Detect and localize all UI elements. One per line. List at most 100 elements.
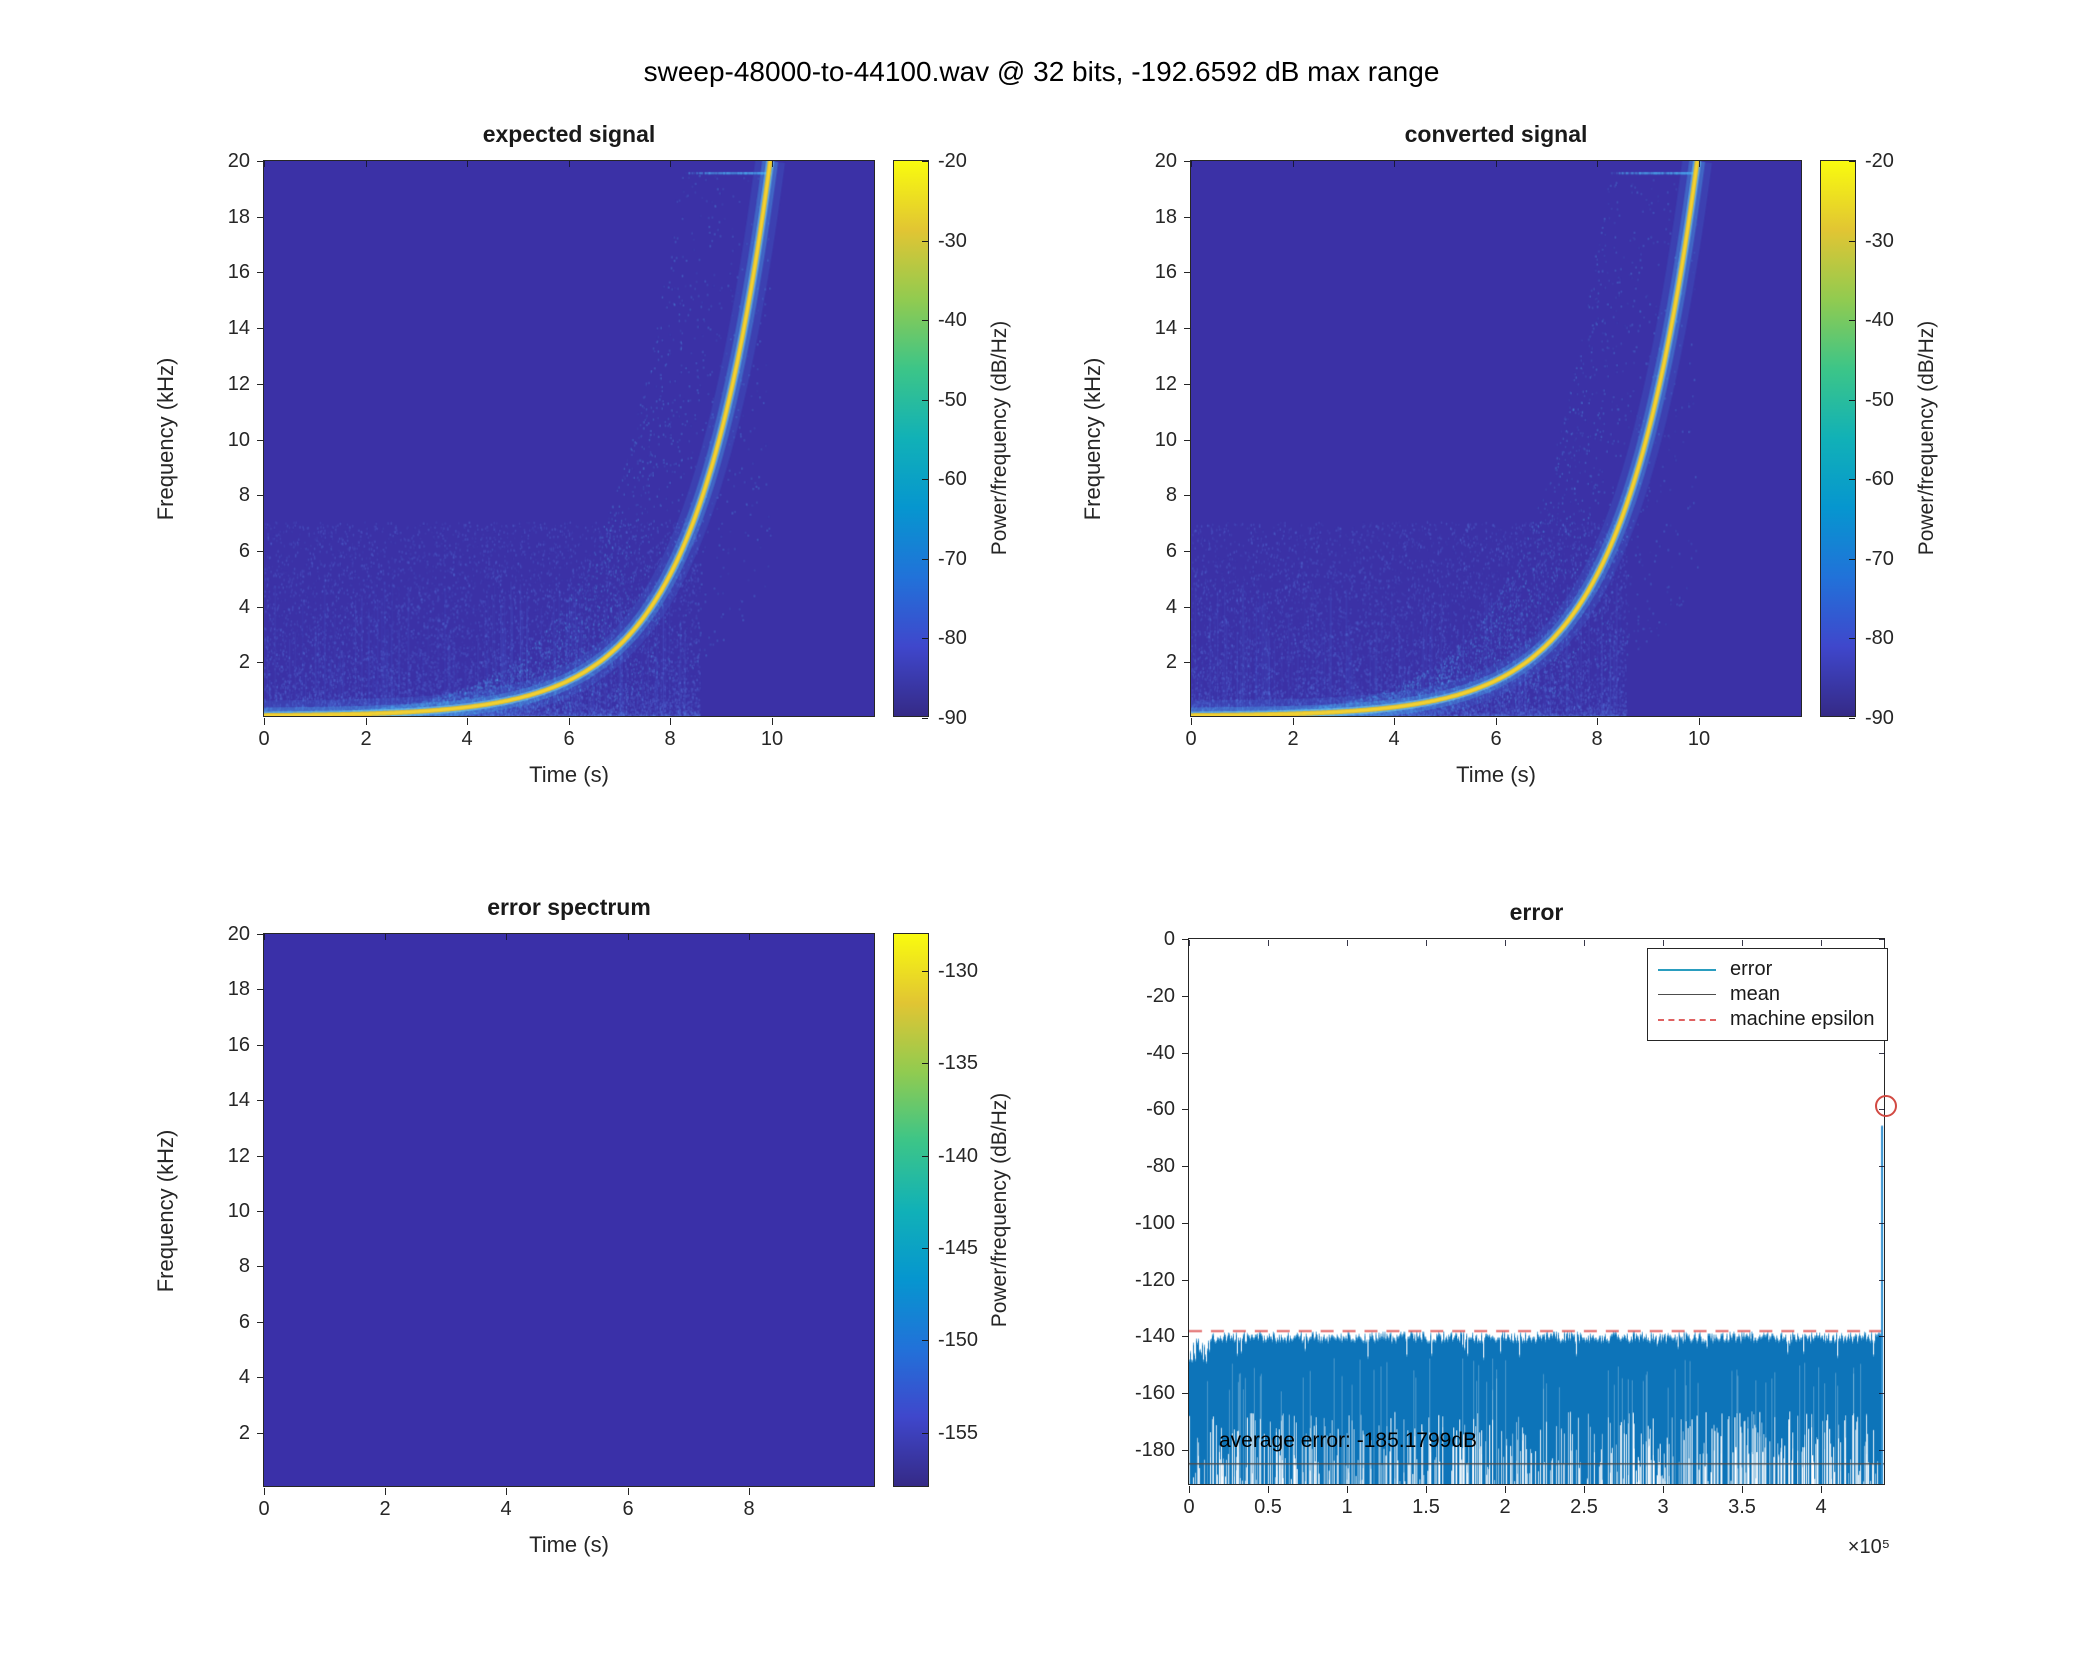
x-tick-label: 8 [743,1498,755,1520]
y-tick-mark [257,607,264,608]
colorbar-tick-mark [922,559,928,560]
x-tick-mark [467,718,468,725]
y-tick-label: -40 [1146,1042,1175,1064]
x-tick-label: 4 [1815,1496,1827,1518]
colorbar-tick-mark [1849,400,1855,401]
y-tick-mark [257,989,264,990]
y-tick-mark [257,495,264,496]
y-tick-mark-right [1879,1166,1885,1167]
x-tick-mark-top [1394,161,1395,167]
y-tick-mark [257,1433,264,1434]
colorbar-tick-mark [922,718,928,719]
colorbar-tick-mark [1849,638,1855,639]
x-tick-mark-top [1597,161,1598,167]
x-tick-mark-top [670,161,671,167]
y-tick-mark [1184,662,1191,663]
x-tick-label: 2 [360,728,372,750]
colorbar-tick-mark [922,1063,928,1064]
x-tick-label: 1 [1341,1496,1353,1518]
y-tick-label: 2 [238,651,250,673]
y-tick-label: 12 [227,1145,250,1167]
y-tick-label: 4 [238,596,250,618]
colorbar-tick-label: -130 [938,960,979,982]
x-tick-mark-top [1505,940,1506,946]
x-tick-label: 0.5 [1254,1496,1282,1518]
y-tick-label: -20 [1146,985,1175,1007]
y-tick-mark [1182,1450,1189,1451]
colorbar-tick-mark [922,1248,928,1249]
colorbar-tick-label: -80 [1865,627,1894,649]
error-spectrum-xlabel: Time (s) [529,1532,609,1557]
mean-line-sample [1658,994,1716,995]
colorbar-tick-label: -30 [938,230,967,252]
x-tick-label: 3.5 [1728,1496,1756,1518]
colorbar-tick-mark [922,320,928,321]
x-tick-mark-top [1191,161,1192,167]
x-tick-label: 1.5 [1412,1496,1440,1518]
y-tick-label: 18 [227,978,250,1000]
colorbar-tick-mark [922,1156,928,1157]
y-tick-mark [257,1211,264,1212]
x-tick-label: 0 [258,1498,270,1520]
x-tick-label: 6 [563,728,575,750]
y-tick-label: 6 [238,540,250,562]
x-tick-mark-top [385,934,386,940]
x-tick-label: 8 [1591,728,1603,750]
y-tick-mark [1184,607,1191,608]
y-tick-label: 4 [238,1366,250,1388]
y-tick-label: 20 [227,923,250,945]
y-tick-label: 20 [227,150,250,172]
colorbar-tick-label: -60 [1865,468,1894,490]
x-tick-label: 0 [1183,1496,1195,1518]
x-tick-mark [1742,1486,1743,1493]
x-tick-mark-top [1742,940,1743,946]
colorbar-tick-label: -150 [938,1329,979,1351]
x-tick-mark [1699,718,1700,725]
y-tick-label: 20 [1154,150,1177,172]
y-tick-mark [257,328,264,329]
panel-expected-signal: expected signal Time (s) Frequency (kHz)… [153,121,875,787]
panel-converted-signal: converted signal Time (s) Frequency (kHz… [1080,121,1802,787]
legend-row-machine-epsilon: machine epsilon [1658,1007,1875,1032]
x-tick-mark-top [1189,940,1190,946]
legend-row-error: error [1658,957,1875,982]
y-tick-mark [1184,551,1191,552]
y-tick-label: 14 [227,1089,250,1111]
panel-error: error error mean machine epsilon average… [1135,899,1897,1558]
y-tick-label: 16 [227,1034,250,1056]
x-tick-mark [1597,718,1598,725]
y-tick-mark [1182,1223,1189,1224]
colorbar-tick-mark [922,1433,928,1434]
y-tick-mark [1184,440,1191,441]
x-tick-mark [506,1488,507,1495]
error-title: error [1509,899,1564,925]
x-tick-mark-top [1821,940,1822,946]
y-tick-mark [1182,996,1189,997]
x-tick-mark [1663,1486,1664,1493]
x-tick-label: 6 [1490,728,1502,750]
legend-label-mean: mean [1730,983,1781,1005]
x-tick-mark [569,718,570,725]
y-tick-label: 8 [238,484,250,506]
panel-error-spectrum: error spectrum Time (s) Frequency (kHz) … [153,894,875,1557]
colorbar-tick-label: -70 [938,548,967,570]
x-tick-label: 3 [1657,1496,1669,1518]
x-tick-label: 2.5 [1570,1496,1598,1518]
x-tick-mark-top [1293,161,1294,167]
colorbar-tick-label: -155 [938,1422,979,1444]
error-spectrum-heatmap [264,934,874,1486]
x-tick-mark-top [569,161,570,167]
x-tick-mark-top [772,161,773,167]
y-tick-mark-right [1879,1450,1885,1451]
x-tick-mark-top [628,934,629,940]
converted-signal-title: converted signal [1404,121,1588,147]
y-tick-mark [257,1266,264,1267]
expected-signal-spectrogram [264,161,874,716]
y-tick-mark [1182,1393,1189,1394]
y-tick-label: 10 [227,1200,250,1222]
y-tick-label: 10 [227,429,250,451]
x-tick-label: 0 [258,728,270,750]
converted-signal-colorbar: -20 -30 -40 -50 -60 -70 -80 -90 [1820,150,1894,729]
machine-epsilon-line-sample [1658,1018,1716,1021]
x-tick-mark [1347,1486,1348,1493]
